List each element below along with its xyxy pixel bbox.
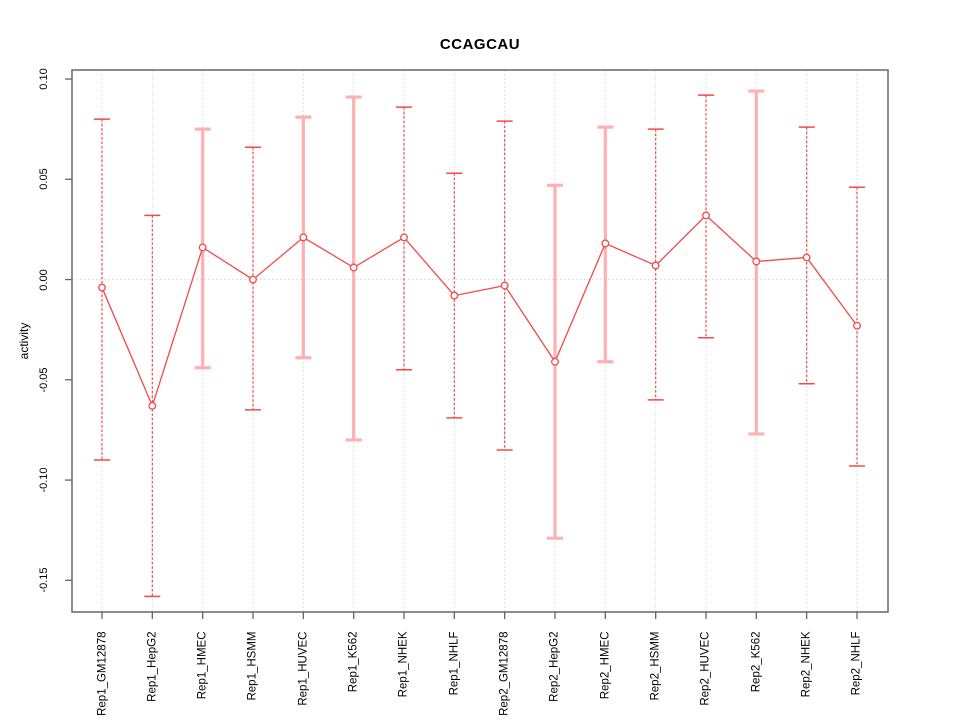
x-tick-label: Rep1_GM12878 bbox=[96, 631, 108, 716]
data-point bbox=[853, 321, 861, 330]
y-tick-label: -0.05 bbox=[38, 367, 50, 393]
data-point bbox=[148, 401, 157, 410]
y-tick-label: -0.10 bbox=[38, 467, 50, 493]
data-point bbox=[752, 257, 761, 266]
x-tick-label: Rep2_HepG2 bbox=[548, 631, 561, 702]
x-tick-label: Rep2_K562 bbox=[750, 631, 763, 693]
x-tick-label: Rep2_HSMM bbox=[649, 631, 662, 701]
data-point bbox=[98, 283, 106, 292]
x-tick-label: Rep1_NHEK bbox=[397, 631, 410, 698]
y-tick-label: 0.10 bbox=[38, 68, 50, 90]
chart-title: CCAGCAU bbox=[439, 36, 521, 53]
data-point bbox=[400, 233, 408, 242]
series-line bbox=[101, 214, 858, 408]
x-tick-label: Rep1_K562 bbox=[347, 631, 360, 693]
data-point bbox=[802, 253, 811, 262]
data-point bbox=[702, 211, 710, 220]
data-point bbox=[249, 275, 257, 284]
data-point bbox=[651, 261, 660, 270]
y-tick-label: 0.05 bbox=[38, 168, 50, 190]
plot-box bbox=[71, 69, 889, 613]
y-tick-label: -0.15 bbox=[38, 567, 50, 593]
data-point bbox=[551, 357, 559, 366]
y-tick-label: 0.00 bbox=[38, 268, 50, 291]
x-tick-label: Rep1_HMEC bbox=[196, 631, 209, 700]
x-tick-label: Rep2_NHEK bbox=[800, 631, 813, 698]
data-point bbox=[500, 281, 509, 290]
x-tick-label: Rep2_NHLF bbox=[850, 631, 863, 696]
x-tick-label: Rep1_HSMM bbox=[246, 631, 259, 701]
x-tick-label: Rep1_HUVEC bbox=[297, 631, 310, 706]
x-tick-label: Rep2_HUVEC bbox=[699, 631, 712, 706]
data-point bbox=[349, 263, 358, 272]
data-point bbox=[299, 233, 308, 242]
x-tick-label: Rep1_HepG2 bbox=[146, 631, 159, 702]
data-point bbox=[450, 291, 459, 300]
x-tick-label: Rep2_HMEC bbox=[599, 631, 612, 700]
data-point bbox=[198, 243, 207, 252]
x-tick-label: Rep2_GM12878 bbox=[498, 631, 511, 716]
data-point bbox=[601, 239, 610, 248]
x-tick-label: Rep1_NHLF bbox=[448, 631, 461, 696]
